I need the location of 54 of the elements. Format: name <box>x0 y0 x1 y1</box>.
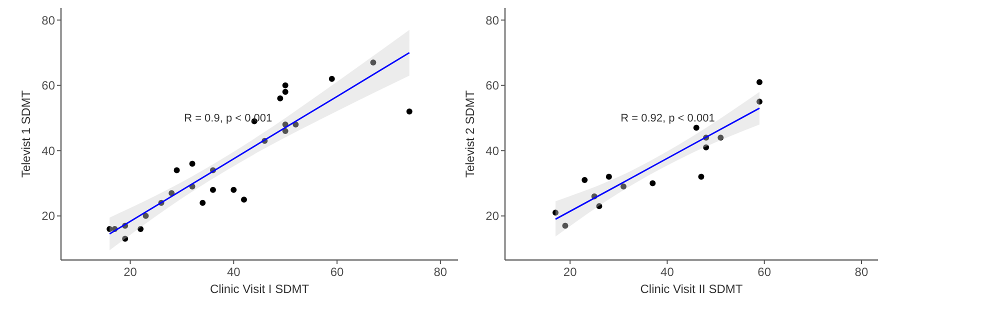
point <box>328 76 335 82</box>
y-tick-label: 80 <box>42 13 56 28</box>
point <box>756 98 762 105</box>
x-tick-label: 40 <box>226 265 241 279</box>
point <box>370 60 376 66</box>
point <box>282 88 288 95</box>
point <box>650 180 656 186</box>
x-tick-label: 60 <box>330 265 344 279</box>
y-tick-label: 20 <box>486 209 500 224</box>
y-axis-title: Televist 1 SDMT <box>19 90 33 178</box>
point <box>210 186 216 193</box>
point <box>596 203 602 210</box>
line-series <box>108 52 410 235</box>
point <box>703 144 710 150</box>
point <box>138 226 144 232</box>
point <box>282 128 288 134</box>
point <box>406 108 412 114</box>
point <box>562 222 568 229</box>
point <box>582 177 588 184</box>
point <box>122 236 128 242</box>
x-axis-title: Clinic Visit I SDMT <box>210 282 310 296</box>
point <box>718 134 724 141</box>
point <box>693 124 700 131</box>
annotation: R = 0.9, p < 0.001 <box>184 112 272 124</box>
point <box>698 174 704 180</box>
point <box>142 212 149 219</box>
point <box>174 167 180 174</box>
y-tick-label: 80 <box>486 13 500 28</box>
x-tick-label: 60 <box>758 265 772 279</box>
point <box>240 196 247 203</box>
point <box>552 210 559 216</box>
x-tick-label: 20 <box>563 265 578 279</box>
point <box>756 79 762 86</box>
point <box>230 186 237 193</box>
point <box>620 184 627 190</box>
point <box>277 95 284 102</box>
y-tick-label: 60 <box>486 78 500 93</box>
line-series <box>554 107 760 220</box>
point <box>282 82 288 88</box>
x-tick-label: 40 <box>660 265 674 279</box>
x-tick-label: 80 <box>854 265 868 279</box>
x-axis-title: Clinic Visit II SDMT <box>640 282 744 296</box>
x-tick-label: 20 <box>124 265 138 279</box>
point <box>106 226 113 232</box>
x-tick-label: 80 <box>434 265 448 279</box>
point <box>200 200 206 206</box>
y-axis-title: Televist 2 SDMT <box>463 90 477 178</box>
point <box>189 160 196 167</box>
annotation: R = 0.92, p < 0.001 <box>620 112 715 124</box>
y-tick-label: 40 <box>486 144 500 158</box>
point <box>606 174 612 180</box>
y-tick-label: 60 <box>42 78 56 93</box>
y-tick-label: 20 <box>42 209 56 224</box>
y-tick-label: 40 <box>42 144 56 158</box>
